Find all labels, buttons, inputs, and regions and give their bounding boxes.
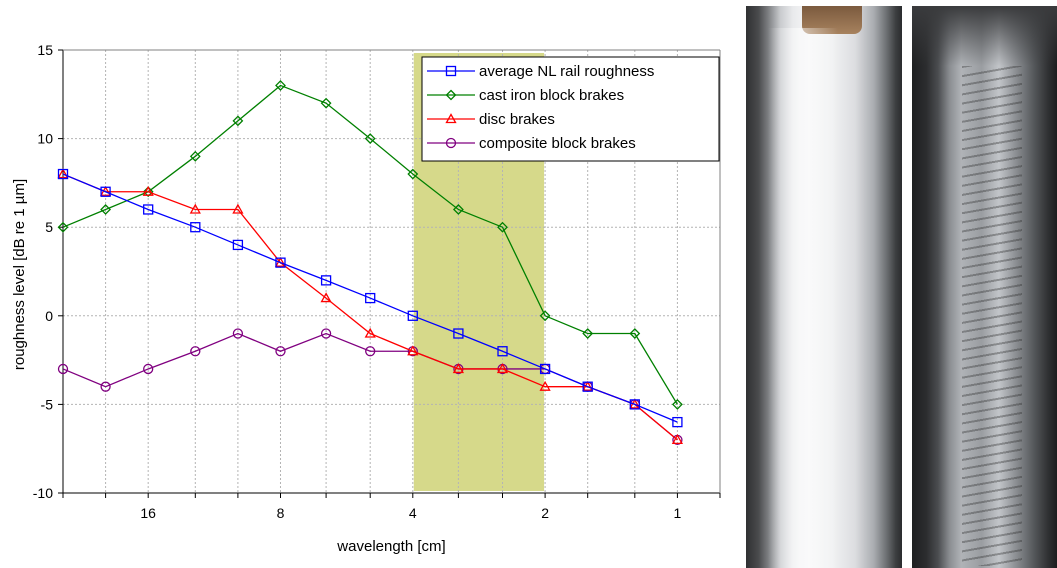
x-tick-label: 2 (541, 505, 549, 521)
data-point (320, 328, 332, 339)
data-point (320, 97, 332, 109)
legend-box (421, 56, 720, 162)
y-tick-label: -5 (41, 396, 54, 412)
data-point (364, 133, 376, 145)
legend-entry: average NL rail roughness (427, 63, 654, 80)
data-point (57, 168, 69, 179)
data-point (190, 346, 201, 357)
data-point (143, 204, 154, 215)
data-point (320, 292, 332, 303)
data-point (497, 221, 508, 233)
wheel-shadow (912, 6, 1057, 66)
data-point (189, 203, 201, 214)
data-point (539, 310, 551, 322)
roughness-chart: 15 10 5 0 -5 -10 16 8 4 2 1 average NL rail roughn… (11, 42, 721, 555)
y-tick-label: 10 (37, 131, 53, 147)
data-point (232, 239, 244, 251)
series-line (62, 84, 678, 405)
x-tick-label: 1 (674, 505, 682, 521)
data-point (407, 168, 419, 180)
series-square (57, 168, 683, 428)
data-point (452, 204, 464, 215)
legend-marker (445, 89, 457, 101)
data-point (232, 328, 244, 339)
tick-label-layer: 15 10 5 0 -5 -10 16 8 4 2 1 (33, 42, 682, 521)
data-point (142, 186, 154, 198)
data-point (232, 115, 244, 127)
series-layer (57, 80, 684, 445)
legend-marker (445, 113, 457, 124)
y-tick-label: 15 (37, 42, 53, 58)
data-point (142, 185, 154, 196)
data-point (100, 381, 111, 392)
data-point (452, 363, 465, 374)
data-point (671, 434, 684, 444)
data-point (407, 310, 418, 321)
data-point (232, 203, 244, 214)
polished-wheel-tread-photo (746, 6, 902, 568)
data-point (672, 416, 683, 428)
data-point (100, 204, 112, 215)
legend-label: disc brakes (479, 111, 555, 128)
rough-wheel-tread-photo (912, 6, 1057, 568)
wheel-flange-highlight (768, 28, 838, 568)
y-axis-label: roughness level [dB re 1 µm] (11, 179, 28, 370)
series-line (62, 173, 678, 441)
plot-frame-layer (58, 49, 721, 498)
legend-label: average NL rail roughness (479, 63, 654, 80)
series-diamond (57, 80, 683, 410)
data-point (100, 186, 111, 197)
x-tick-label: 4 (409, 505, 417, 521)
x-tick-label: 8 (277, 505, 285, 521)
data-point (364, 327, 376, 338)
data-point (275, 257, 286, 268)
y-tick-label: 5 (45, 219, 53, 235)
y-tick-label: -10 (33, 485, 53, 501)
data-point (539, 363, 551, 375)
legend-label: cast iron block brakes (479, 87, 624, 104)
legend-label: composite block brakes (479, 135, 636, 152)
legend-entry: cast iron block brakes (427, 87, 624, 104)
data-point (582, 328, 594, 339)
data-point (629, 399, 640, 410)
data-point (143, 363, 154, 375)
data-point (629, 328, 641, 339)
data-point (453, 328, 464, 339)
data-point (190, 222, 201, 233)
data-point (57, 221, 69, 233)
legend-marker (445, 137, 457, 149)
data-point (57, 363, 69, 375)
data-point (497, 346, 508, 357)
legend: average NL rail roughness cast iron block… (421, 56, 720, 162)
data-point (365, 346, 376, 357)
series-line (62, 173, 678, 423)
data-point (539, 380, 551, 391)
data-point (275, 80, 286, 91)
data-point (365, 292, 376, 304)
x-tick-label: 16 (140, 505, 156, 521)
data-point (407, 345, 419, 356)
y-tick-label: 0 (45, 308, 53, 324)
x-axis-label: wavelength [cm] (336, 538, 445, 555)
data-point (57, 168, 69, 180)
data-point (189, 150, 201, 162)
data-point (671, 398, 683, 410)
legend-marker (445, 65, 457, 77)
data-point (320, 275, 332, 286)
data-point (275, 346, 286, 357)
legend-entry: disc brakes (427, 111, 555, 128)
data-point (582, 381, 593, 392)
tread-roughness-texture (962, 66, 1022, 566)
data-point (496, 363, 509, 374)
roughness-chart-svg: 15 10 5 0 -5 -10 16 8 4 2 1 average NL rail roughn… (11, 42, 721, 555)
legend-entry: composite block brakes (427, 135, 636, 152)
